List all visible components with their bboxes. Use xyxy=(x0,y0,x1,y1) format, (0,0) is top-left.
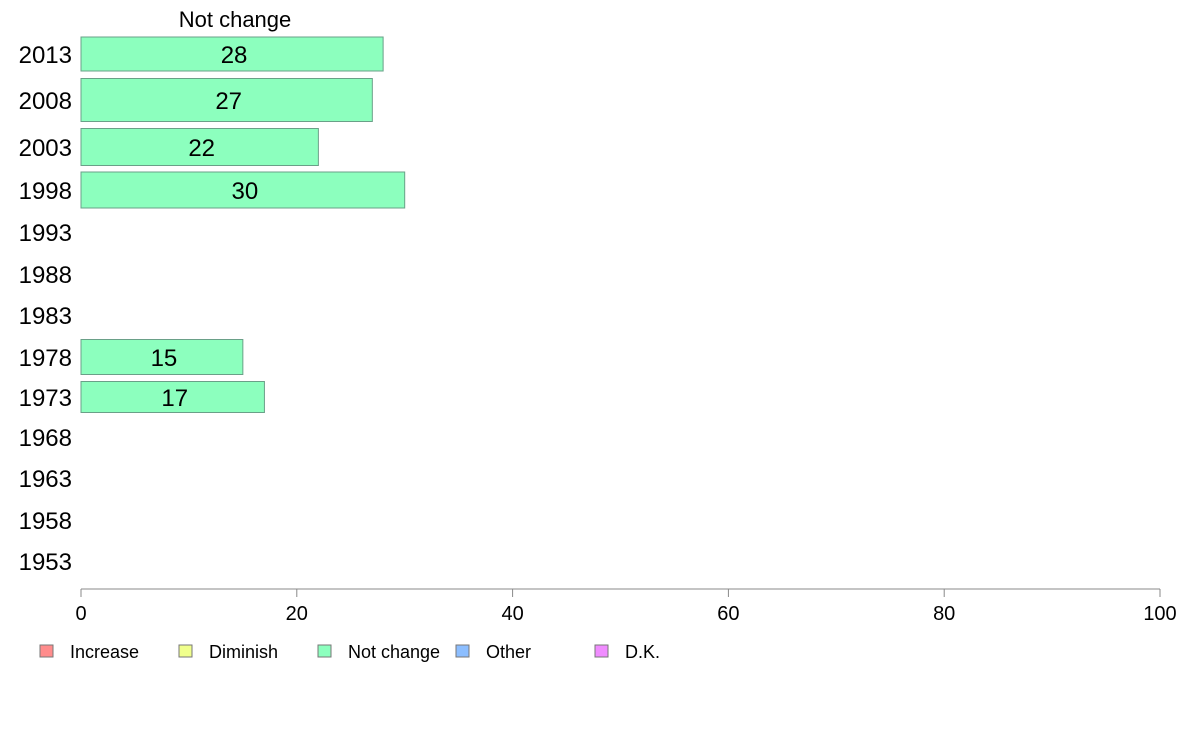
y-tick-label: 2013 xyxy=(19,42,72,69)
legend-swatch xyxy=(178,644,193,658)
bar-value-label: 30 xyxy=(231,178,258,205)
x-tick-label: 60 xyxy=(717,603,739,625)
x-tick-label: 40 xyxy=(501,603,523,625)
bar-value-label: 22 xyxy=(188,135,215,162)
bar-value-label: 27 xyxy=(215,88,242,115)
x-axis: 0 20 40 60 80 100 xyxy=(75,588,1177,625)
legend-label: Other xyxy=(486,642,531,662)
legend-swatch xyxy=(594,644,609,658)
y-tick-label: 1963 xyxy=(19,466,72,493)
y-tick-label: 1968 xyxy=(19,425,72,452)
y-tick-label: 2003 xyxy=(19,135,72,162)
bar xyxy=(80,171,406,209)
y-tick-label: 1998 xyxy=(19,178,72,205)
bar-value-label: 17 xyxy=(161,385,188,412)
chart-title: Not change xyxy=(179,7,292,32)
legend-label: Not change xyxy=(348,642,440,662)
bar-value-label: 28 xyxy=(221,42,248,69)
legend-swatch xyxy=(455,644,470,658)
y-tick-label: 1953 xyxy=(19,549,72,576)
bar xyxy=(80,36,384,72)
x-tick-label: 0 xyxy=(75,603,86,625)
y-tick-label: 1988 xyxy=(19,262,72,289)
bar xyxy=(80,339,244,375)
y-tick-label: 1973 xyxy=(19,385,72,412)
bar xyxy=(80,78,373,122)
y-tick-label: 1983 xyxy=(19,303,72,330)
bar-value-label: 15 xyxy=(151,345,178,372)
x-tick-label: 100 xyxy=(1143,603,1176,625)
legend-label: Diminish xyxy=(209,642,278,662)
legend-label: D.K. xyxy=(625,642,660,662)
y-tick-label: 2008 xyxy=(19,88,72,115)
legend: Increase Diminish Not change Other D.K. xyxy=(39,642,660,662)
y-tick-label: 1958 xyxy=(19,508,72,535)
legend-label: Increase xyxy=(70,642,139,662)
bar xyxy=(80,128,319,166)
x-tick-label: 80 xyxy=(933,603,955,625)
y-tick-labels: 2013 2008 2003 1998 1993 1988 1983 1978 1973 1968… xyxy=(19,42,72,576)
legend-swatch xyxy=(39,644,54,658)
bar xyxy=(80,381,265,413)
y-tick-label: 1993 xyxy=(19,220,72,247)
y-tick-label: 1978 xyxy=(19,345,72,372)
legend-swatch xyxy=(317,644,332,658)
x-tick-label: 20 xyxy=(286,603,308,625)
